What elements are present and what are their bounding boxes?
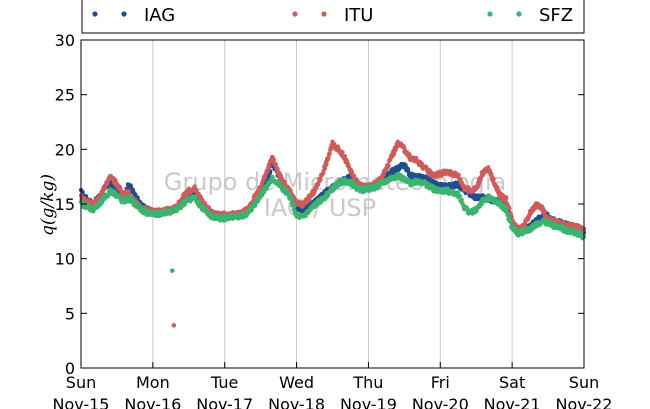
legend-marker-iag — [121, 11, 127, 17]
x-tick-day-nov-16: Mon — [136, 373, 170, 392]
x-tick-day-nov-15: Sun — [66, 373, 96, 392]
legend-marker-iag — [92, 11, 98, 17]
y-tick-label-0: 0 — [65, 359, 75, 378]
y-axis: 0 5 10 15 20 25 30 — [55, 31, 584, 378]
series-sfz — [78, 171, 587, 273]
legend-marker-sfz — [516, 11, 522, 17]
point-itu — [486, 165, 491, 170]
point-itu — [282, 179, 287, 184]
x-tick-label-nov-20: Nov-20 — [412, 395, 469, 409]
point-itu — [267, 164, 272, 169]
point-itu — [487, 168, 493, 173]
point-itu — [504, 195, 509, 200]
x-axis: Sun Nov-15 Mon Nov-16 Tue Nov-17 Wed Nov-18 Thu N… — [53, 362, 613, 409]
x-tick-label-nov-18: Nov-18 — [268, 395, 325, 409]
point-itu — [507, 206, 512, 211]
legend-label-iag: IAG — [144, 5, 175, 26]
x-tick-label-nov-17: Nov-17 — [196, 395, 253, 409]
y-tick-label-15: 15 — [55, 195, 75, 214]
point-itu — [386, 163, 391, 168]
x-tick-label-nov-22: Nov-22 — [556, 395, 613, 409]
legend-marker-sfz — [487, 11, 493, 17]
y-tick-label-10: 10 — [55, 250, 75, 269]
point-itu — [323, 166, 328, 171]
point-itu — [542, 209, 547, 214]
point-sfz — [456, 190, 461, 195]
point-itu — [352, 173, 357, 178]
point-sfz — [292, 204, 297, 209]
outlier-point-sfz — [170, 268, 175, 273]
x-tick-label-nov-16: Nov-16 — [124, 395, 181, 409]
point-itu — [340, 150, 345, 155]
point-sfz — [193, 195, 198, 200]
point-sfz — [505, 212, 511, 217]
point-itu — [392, 151, 397, 156]
point-iag — [80, 190, 85, 195]
point-sfz — [249, 207, 254, 212]
point-itu — [327, 151, 332, 156]
y-tick-label-25: 25 — [55, 86, 75, 105]
y-tick-label-20: 20 — [55, 140, 75, 159]
outlier-point-itu — [171, 323, 177, 328]
legend-marker-itu — [321, 11, 327, 17]
point-sfz — [508, 219, 513, 224]
x-tick-day-nov-20: Fri — [431, 373, 450, 392]
point-sfz — [459, 197, 465, 203]
point-itu — [271, 157, 277, 162]
x-tick-label-nov-19: Nov-19 — [340, 395, 397, 409]
point-sfz — [507, 216, 512, 221]
point-itu — [275, 166, 280, 171]
point-iag — [133, 192, 138, 197]
point-itu — [342, 154, 348, 159]
point-itu — [273, 162, 278, 167]
legend-label-sfz: SFZ — [539, 5, 573, 26]
point-itu — [513, 222, 518, 227]
legend: IAG ITU SFZ — [92, 5, 573, 26]
x-tick-day-nov-18: Wed — [279, 373, 314, 392]
point-itu — [491, 177, 496, 182]
point-itu — [263, 175, 268, 180]
x-tick-day-nov-19: Thu — [352, 373, 383, 392]
point-itu — [261, 178, 266, 183]
point-sfz — [289, 197, 294, 202]
legend-label-itu: ITU — [344, 5, 373, 26]
x-tick-day-nov-22: Sun — [569, 373, 599, 392]
point-sfz — [100, 200, 105, 205]
y-tick-label-30: 30 — [55, 31, 75, 50]
point-sfz — [457, 193, 463, 199]
point-itu — [318, 177, 323, 182]
x-tick-day-nov-17: Tue — [210, 373, 238, 392]
legend-box — [81, 0, 585, 34]
point-itu — [456, 172, 461, 178]
series-layer — [78, 139, 587, 328]
x-tick-day-nov-21: Sat — [499, 373, 525, 392]
x-tick-label-nov-21: Nov-21 — [484, 395, 541, 409]
y-axis-label: q(g/kg) — [38, 174, 58, 236]
point-itu — [495, 185, 500, 190]
y-tick-label-5: 5 — [65, 304, 75, 323]
x-tick-label-nov-15: Nov-15 — [53, 395, 110, 409]
point-itu — [324, 160, 329, 165]
legend-marker-itu — [292, 11, 298, 17]
